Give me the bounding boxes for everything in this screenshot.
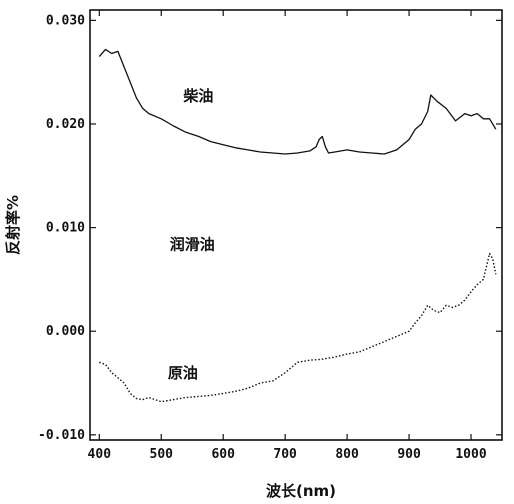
series-label: 润滑油	[170, 235, 215, 253]
x-tick-label: 400	[88, 447, 112, 462]
series-label: 原油	[168, 364, 198, 382]
y-tick-label: 0.010	[46, 221, 85, 236]
series-label: 柴油	[182, 87, 213, 105]
y-tick-label: -0.010	[38, 428, 85, 443]
series-line-2	[99, 252, 497, 403]
y-tick-label: 0.020	[46, 117, 85, 132]
x-axis-title: 波长(nm)	[266, 482, 336, 500]
x-tick-label: 500	[150, 447, 174, 462]
y-tick-label: 0.000	[46, 324, 85, 339]
plot-frame	[89, 9, 503, 441]
x-tick-label: 700	[273, 447, 297, 462]
x-tick-label: 800	[335, 447, 359, 462]
x-tick-label: 600	[211, 447, 235, 462]
series-line-1	[98, 48, 497, 155]
x-tick-label: 1000	[455, 447, 486, 462]
y-axis-title: 反射率%	[4, 195, 22, 255]
y-tick-label: 0.030	[46, 13, 85, 28]
x-tick-label: 900	[397, 447, 421, 462]
